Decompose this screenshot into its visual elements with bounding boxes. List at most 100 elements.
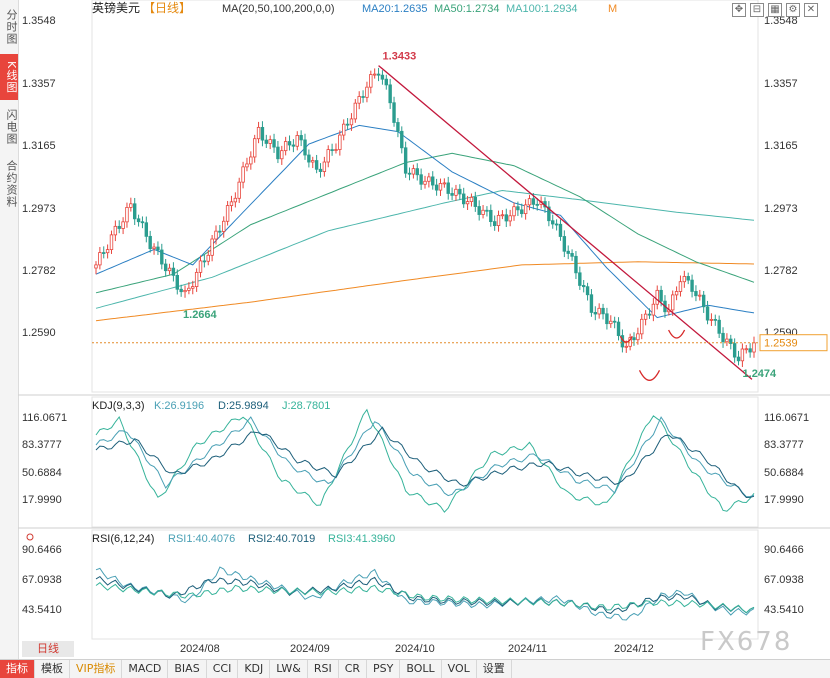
candle-body [218, 230, 222, 233]
candle-body [256, 126, 261, 140]
candle-body [129, 203, 133, 208]
tab-indicators[interactable]: 指标 [0, 660, 35, 678]
candle-body [121, 221, 125, 229]
rsi-tick-right: 90.6466 [764, 544, 804, 556]
candle-body [682, 276, 687, 283]
kdj-tick-right: 17.9990 [764, 494, 804, 506]
kline-chart[interactable]: 1.3548 1.3548 1.3357 1.3357 1.3165 1.3165 1.29… [0, 0, 830, 660]
tab-rsi[interactable]: RSI [308, 660, 339, 678]
chart-toolbar: ✥ ⊟ ▦ ⚙ ✕ [732, 3, 818, 17]
candle-body [458, 188, 462, 195]
rsi1-value: RSI1:40.4076 [168, 533, 235, 545]
candle-body [268, 139, 272, 144]
candle-body [732, 343, 737, 358]
tab-cr[interactable]: CR [339, 660, 368, 678]
candle-body [570, 253, 574, 257]
price-tick-label-left: 1.3165 [22, 140, 56, 152]
ma20-value: MA20:1.2635 [362, 3, 427, 15]
price-tick-label-left: 1.3357 [22, 78, 56, 90]
tab-boll[interactable]: BOLL [400, 660, 442, 678]
period-selector[interactable]: 日线 [22, 641, 74, 657]
candle-body [721, 332, 725, 343]
candle-body [705, 306, 710, 321]
candle-body [202, 260, 207, 263]
kdj_d-line [95, 426, 755, 499]
candle-body [276, 146, 280, 160]
rsi-tick-right: 43.5410 [764, 604, 804, 616]
price-tick-label-left: 1.2590 [22, 327, 56, 339]
candle-body [659, 289, 663, 302]
tab-kdj[interactable]: KDJ [238, 660, 271, 678]
candle-body [252, 138, 257, 158]
candle-body [605, 313, 609, 325]
ma200-line [95, 261, 755, 322]
kdj_j-line [95, 408, 755, 513]
candle-body [492, 221, 497, 227]
tab-psy[interactable]: PSY [367, 660, 401, 678]
grid-icon[interactable]: ▦ [768, 3, 782, 17]
watermark: FX678 [700, 627, 793, 657]
tab-template[interactable]: 模板 [35, 660, 70, 678]
candle-body [701, 294, 706, 308]
tab-vip-indicators[interactable]: VIP指标 [70, 660, 123, 678]
candle-body [349, 118, 354, 126]
tab-contract-info[interactable]: 合约资料 [5, 160, 18, 208]
expand-icon[interactable]: ✥ [732, 3, 746, 17]
candle-body [156, 246, 160, 251]
ma50-line [95, 152, 755, 294]
settings-icon[interactable]: ⚙ [786, 3, 800, 17]
tab-macd[interactable]: MACD [122, 660, 169, 678]
collapse-icon[interactable]: ⊟ [750, 3, 764, 17]
candle-body [160, 249, 164, 265]
candle-body [206, 254, 210, 262]
kdj-d-value: D:25.9894 [218, 400, 269, 412]
ma100-value: MA100:1.2934 [506, 3, 578, 15]
candle-body [454, 188, 458, 196]
rsi1-line [95, 566, 755, 621]
x-tick-label: 2024/08 [180, 643, 220, 655]
price-tick-label-right: 1.2782 [764, 265, 798, 277]
pattern-mark [619, 335, 633, 343]
tab-timeshare[interactable]: 分时图 [5, 9, 18, 45]
tab-settings[interactable]: 设置 [477, 660, 512, 678]
tab-flash[interactable]: 闪电图 [5, 109, 18, 145]
tab-lw[interactable]: LW& [270, 660, 308, 678]
candle-body [260, 126, 265, 141]
kdj-tick-right: 116.0671 [764, 412, 809, 424]
candle-body [744, 348, 748, 351]
ma20-line [95, 124, 755, 319]
candle-body [136, 218, 141, 223]
tab-vol[interactable]: VOL [442, 660, 477, 678]
candle-body [125, 207, 129, 223]
candle-body [477, 206, 481, 215]
candle-body [636, 333, 640, 341]
kdj-panel [91, 396, 759, 528]
candle-body [411, 168, 416, 175]
x-tick-label: 2024/11 [508, 643, 547, 655]
candle-body [489, 209, 493, 223]
candle-body [655, 289, 659, 305]
period-label: 【日线】 [143, 1, 191, 15]
candle-body [167, 267, 172, 272]
last-price-tag [759, 334, 828, 352]
tab-kline[interactable]: K线图 [0, 54, 18, 100]
candle-body [748, 348, 752, 353]
candle-body [647, 313, 652, 316]
candle-body [191, 286, 195, 289]
rsi-tick-left: 67.0938 [22, 574, 62, 586]
kdj-tick-left: 116.0671 [22, 412, 67, 424]
rsi3-line [95, 582, 755, 614]
candle-body [179, 288, 183, 293]
candle-body [496, 214, 501, 227]
tab-cci[interactable]: CCI [207, 660, 239, 678]
candle-body [295, 135, 299, 147]
tab-bias[interactable]: BIAS [168, 660, 207, 678]
rsi-panel [91, 529, 759, 640]
candle-body [245, 163, 249, 168]
ma-params: MA(20,50,100,200,0,0) [222, 3, 335, 15]
candle-body [450, 193, 454, 196]
candle-body [330, 149, 334, 152]
close-icon[interactable]: ✕ [804, 3, 818, 17]
candle-body [222, 220, 226, 232]
candle-body [612, 320, 617, 323]
